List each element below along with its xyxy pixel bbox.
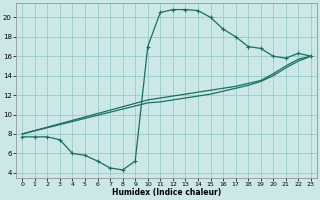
X-axis label: Humidex (Indice chaleur): Humidex (Indice chaleur)	[112, 188, 221, 197]
